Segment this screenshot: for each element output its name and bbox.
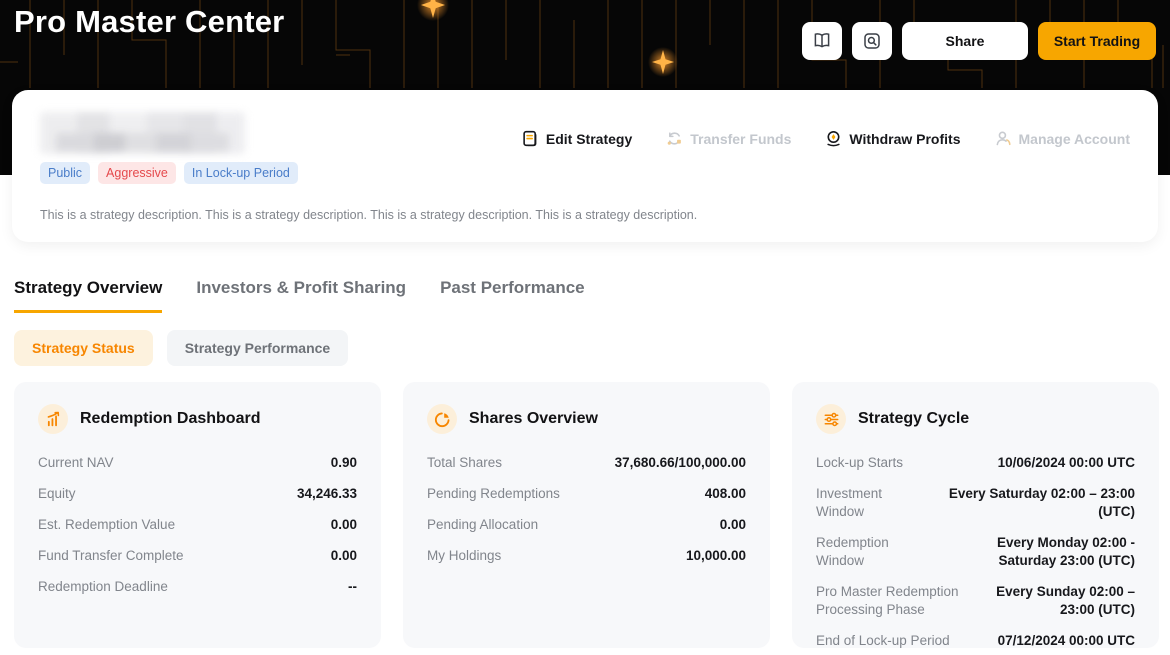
page-title: Pro Master Center bbox=[14, 4, 285, 39]
metric-cards: Redemption Dashboard Current NAV 0.90 Equ… bbox=[14, 382, 1159, 648]
metric-row: Equity 34,246.33 bbox=[38, 486, 357, 501]
start-trading-button[interactable]: Start Trading bbox=[1038, 22, 1156, 60]
share-button[interactable]: Share bbox=[902, 22, 1028, 60]
badge-public: Public bbox=[40, 162, 91, 184]
transfer-funds-button[interactable]: Transfer Funds bbox=[666, 130, 791, 147]
badge-aggressive: Aggressive bbox=[98, 162, 176, 184]
strategy-badges: Public Aggressive In Lock-up Period bbox=[40, 162, 298, 184]
guide-book-button[interactable] bbox=[802, 22, 842, 60]
badge-lockup-period: In Lock-up Period bbox=[183, 162, 298, 184]
metric-row: Est. Redemption Value 0.00 bbox=[38, 517, 357, 532]
metric-row: End of Lock-up Period 07/12/2024 00:00 UT… bbox=[816, 633, 1135, 648]
metric-row: Pending Allocation 0.00 bbox=[427, 517, 746, 532]
metric-row: My Holdings 10,000.00 bbox=[427, 548, 746, 563]
card-title: Shares Overview bbox=[469, 410, 598, 427]
strategy-cycle-card: Strategy Cycle Lock-up Starts 10/06/2024 … bbox=[792, 382, 1159, 648]
circuit-pattern-decoration bbox=[0, 0, 1164, 88]
withdraw-profits-icon bbox=[827, 131, 840, 147]
main-tabs: Strategy Overview Investors & Profit Sha… bbox=[14, 278, 585, 313]
doc-search-icon bbox=[864, 33, 880, 49]
strategy-description: This is a strategy description. This is … bbox=[40, 208, 698, 222]
banner-actions: Share Start Trading bbox=[802, 22, 1156, 60]
subtab-strategy-status[interactable]: Strategy Status bbox=[14, 330, 153, 366]
strategy-name-redacted bbox=[40, 112, 245, 154]
manage-account-icon bbox=[996, 131, 1011, 146]
transfer-funds-icon bbox=[667, 132, 682, 145]
book-icon bbox=[814, 33, 830, 48]
metric-row: Redemption Window Every Monday 02:00 - Sa… bbox=[816, 535, 1135, 568]
card-title: Redemption Dashboard bbox=[80, 410, 261, 427]
card-title: Strategy Cycle bbox=[858, 410, 970, 427]
edit-strategy-icon bbox=[523, 130, 537, 147]
pie-chart-icon bbox=[427, 404, 457, 434]
metric-row: Pro Master Redemption Processing Phase Ev… bbox=[816, 584, 1135, 617]
strategy-actions: Edit Strategy Transfer Funds Withdraw Pr… bbox=[522, 130, 1130, 147]
metric-row: Lock-up Starts 10/06/2024 00:00 UTC bbox=[816, 455, 1135, 470]
sliders-icon bbox=[816, 404, 846, 434]
transfer-funds-label: Transfer Funds bbox=[690, 130, 792, 147]
withdraw-profits-label: Withdraw Profits bbox=[849, 130, 961, 147]
withdraw-profits-button[interactable]: Withdraw Profits bbox=[825, 130, 961, 147]
preview-search-button[interactable] bbox=[852, 22, 892, 60]
metric-row: Pending Redemptions 408.00 bbox=[427, 486, 746, 501]
subtab-strategy-performance[interactable]: Strategy Performance bbox=[166, 330, 349, 366]
edit-strategy-label: Edit Strategy bbox=[545, 130, 633, 147]
metric-row: Fund Transfer Complete 0.00 bbox=[38, 548, 357, 563]
strategy-summary-card: Public Aggressive In Lock-up Period Edit… bbox=[12, 90, 1158, 242]
tab-investors-profit-sharing[interactable]: Investors & Profit Sharing bbox=[196, 278, 407, 297]
metric-row: Total Shares 37,680.66/100,000.00 bbox=[427, 455, 746, 470]
metric-row: Current NAV 0.90 bbox=[38, 455, 357, 470]
tab-strategy-overview[interactable]: Strategy Overview bbox=[14, 278, 163, 313]
redemption-dashboard-card: Redemption Dashboard Current NAV 0.90 Equ… bbox=[14, 382, 381, 648]
tab-past-performance[interactable]: Past Performance bbox=[440, 278, 585, 297]
shares-overview-card: Shares Overview Total Shares 37,680.66/10… bbox=[403, 382, 770, 648]
metric-row: Redemption Deadline -- bbox=[38, 579, 357, 594]
growth-chart-icon bbox=[38, 404, 68, 434]
manage-account-button[interactable]: Manage Account bbox=[995, 130, 1131, 147]
edit-strategy-button[interactable]: Edit Strategy bbox=[522, 130, 632, 147]
sub-tabs: Strategy Status Strategy Performance bbox=[14, 330, 349, 366]
manage-account-label: Manage Account bbox=[1018, 130, 1131, 147]
metric-row: Investment Window Every Saturday 02:00 – … bbox=[816, 486, 1135, 519]
